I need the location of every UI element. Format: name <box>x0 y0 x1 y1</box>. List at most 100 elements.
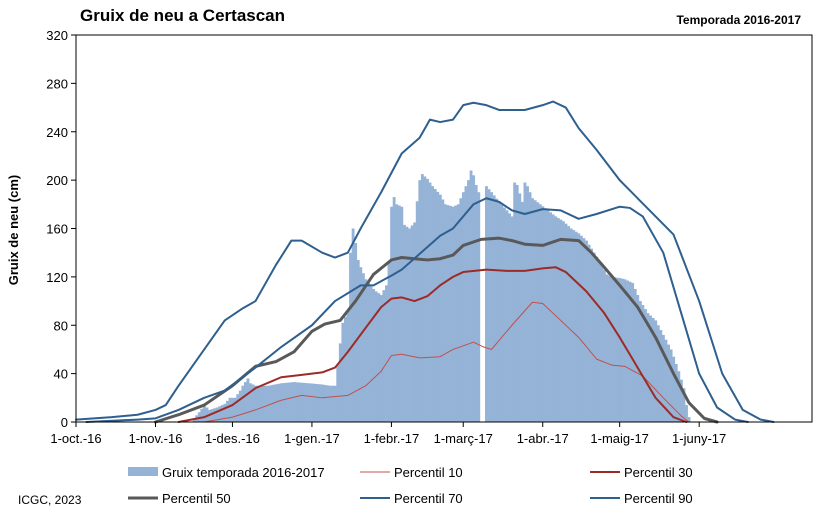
legend-label: Percentil 10 <box>394 465 463 480</box>
snow-depth-bar <box>213 408 217 422</box>
snow-depth-bar <box>290 382 293 422</box>
chart-title: Gruix de neu a Certascan <box>80 6 285 25</box>
legend-label: Gruix temporada 2016-2017 <box>162 465 325 480</box>
snow-depth-bar <box>554 216 558 422</box>
snow-depth-bar <box>485 186 488 422</box>
snow-depth-bar <box>408 228 411 422</box>
x-tick-label: 1-maig-17 <box>590 431 649 446</box>
legend-label: Percentil 30 <box>624 465 693 480</box>
snow-depth-bar <box>228 397 232 422</box>
snow-depth-bar <box>472 175 476 422</box>
snow-depth-bar <box>561 221 565 422</box>
snow-depth-bar <box>202 405 206 422</box>
snow-depth-bar <box>605 274 609 422</box>
snow-depth-bar <box>679 379 683 422</box>
snow-depth-bar <box>497 201 501 422</box>
snow-depth-bar <box>402 224 406 422</box>
snow-depth-bar <box>254 385 258 422</box>
snow-depth-bar <box>467 180 470 423</box>
y-tick-label: 80 <box>54 318 68 333</box>
snow-depth-bar <box>302 382 306 422</box>
snow-depth-bar <box>374 291 378 422</box>
snow-depth-bar <box>464 186 468 422</box>
snow-depth-bar <box>295 382 299 422</box>
snow-depth-bar <box>382 290 386 422</box>
snow-depth-bar <box>426 178 429 422</box>
legend-swatch-bar <box>128 467 158 476</box>
snow-depth-bar <box>536 202 540 422</box>
bar-series <box>192 170 691 423</box>
snow-depth-bar <box>628 281 632 422</box>
snow-depth-bar <box>400 206 404 422</box>
snow-depth-bar <box>395 204 399 422</box>
snow-depth-bar <box>431 186 435 422</box>
series-line-percentil-70 <box>85 197 749 423</box>
snow-depth-bar <box>523 182 527 422</box>
credit-text: ICGC, 2023 <box>18 493 82 507</box>
snow-depth-bar <box>564 223 568 422</box>
snow-depth-bar <box>572 230 576 422</box>
x-tick-label: 1-des.-16 <box>205 431 260 446</box>
y-axis-label: Gruix de neu (cm) <box>6 175 21 286</box>
snow-depth-bar <box>502 207 506 422</box>
legend-item: Percentil 10 <box>360 465 463 480</box>
snow-depth-bar <box>369 286 373 422</box>
snow-depth-bar <box>331 385 335 422</box>
snow-depth-bar <box>469 170 473 422</box>
series-line-percentil-90 <box>75 100 775 423</box>
x-tick-label: 1-febr.-17 <box>364 431 420 446</box>
snow-depth-bar <box>582 238 586 422</box>
snow-depth-bar <box>623 279 627 422</box>
snow-depth-bar <box>392 197 396 422</box>
snow-depth-bar <box>249 383 252 422</box>
snow-depth-bar <box>515 184 519 422</box>
snow-depth-bar <box>477 192 481 422</box>
snow-depth-bar <box>390 206 394 422</box>
y-tick-label: 240 <box>46 125 68 140</box>
snow-depth-bar <box>526 186 529 422</box>
snow-depth-bar <box>461 192 465 422</box>
snow-depth-bar <box>587 244 591 423</box>
snow-depth-bar <box>397 205 401 422</box>
snow-depth-bar <box>641 305 645 422</box>
snow-depth-bar <box>315 384 319 422</box>
snow-depth-bar <box>372 288 376 422</box>
snow-depth-bar <box>320 384 324 422</box>
snow-depth-bar <box>326 385 329 422</box>
snow-depth-bar <box>618 278 622 422</box>
snow-depth-bar <box>687 417 691 422</box>
legend-item: Percentil 70 <box>360 491 463 506</box>
snow-depth-bar <box>343 316 347 422</box>
x-tick-label: 1-març-17 <box>434 431 493 446</box>
snow-depth-bar <box>500 204 504 422</box>
snow-depth-bar <box>531 198 535 422</box>
snow-depth-bar <box>428 182 432 422</box>
snow-depth-bar <box>385 285 388 422</box>
snow-depth-bar <box>487 189 491 422</box>
snow-depth-bar <box>620 278 624 422</box>
snow-depth-bar <box>633 288 637 422</box>
snow-depth-bar <box>615 277 619 422</box>
snow-depth-bar <box>508 213 511 422</box>
plot-area <box>75 100 775 424</box>
snow-depth-bar <box>279 383 283 422</box>
legend-item: Percentil 50 <box>128 491 231 506</box>
snow-depth-bar <box>351 228 355 422</box>
snow-depth-bar <box>349 252 352 422</box>
snow-depth-bar <box>328 385 332 422</box>
snow-depth-bar <box>308 383 311 422</box>
snow-depth-bar <box>292 382 296 422</box>
snow-depth-bar <box>541 206 545 422</box>
snow-depth-bar <box>264 385 268 422</box>
snow-depth-bar <box>297 382 301 422</box>
snow-depth-bar <box>592 252 596 422</box>
x-tick-label: 1-juny-17 <box>672 431 726 446</box>
snow-depth-bar <box>613 277 617 422</box>
snow-depth-bar <box>238 390 242 422</box>
snow-depth-bar <box>251 384 255 422</box>
snow-depth-bar <box>505 210 509 422</box>
snow-depth-bar <box>579 235 583 422</box>
series-line-percentil-30 <box>177 266 688 423</box>
snow-depth-bar <box>595 256 599 422</box>
snow-depth-bar <box>300 382 304 422</box>
